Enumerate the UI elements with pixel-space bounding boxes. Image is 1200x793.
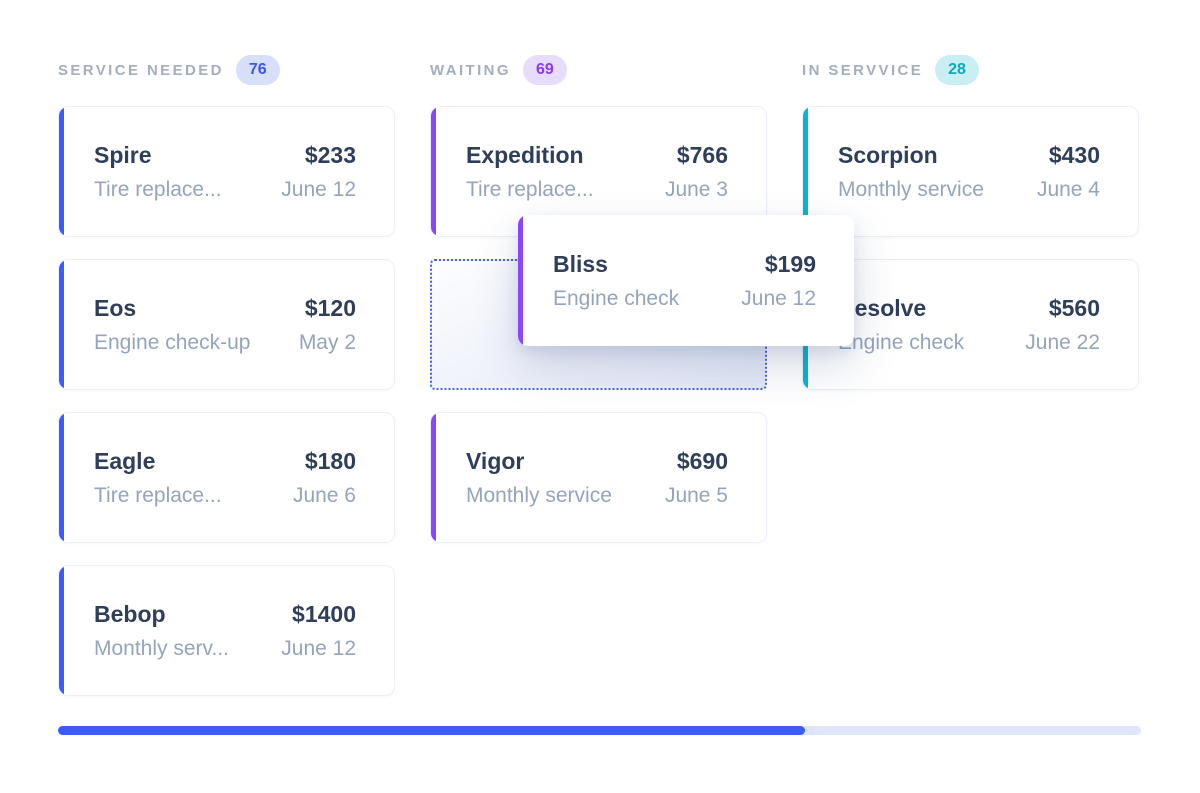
card-sub-row: Engine check June 22 [838, 331, 1100, 355]
card-scorpion[interactable]: Scorpion $430 Monthly service June 4 [802, 106, 1139, 237]
card-accent-stripe [59, 566, 64, 695]
card-sub-row: Tire replace... June 12 [94, 178, 356, 202]
column-header-waiting: WAITING 69 [430, 54, 767, 86]
card-accent-stripe [431, 107, 436, 236]
card-resolve[interactable]: Resolve $560 Engine check June 22 [802, 259, 1139, 390]
dragged-card-bliss[interactable]: Bliss $199 Engine check June 12 [518, 215, 854, 346]
card-title: Vigor [466, 447, 525, 474]
card-sub-row: Tire replace... June 6 [94, 484, 356, 508]
horizontal-scrollbar[interactable] [58, 726, 1141, 735]
card-sub-row: Monthly service June 4 [838, 178, 1100, 202]
card-date: June 6 [292, 483, 356, 507]
card-body: Eos $120 Engine check-up May 2 [59, 260, 394, 389]
card-title: Bliss [553, 250, 608, 277]
card-service: Tire replace... [94, 483, 222, 507]
card-date: June 12 [281, 177, 356, 201]
card-vigor[interactable]: Vigor $690 Monthly service June 5 [430, 412, 767, 543]
column-in-service: IN SERVVICE 28 Scorpion $430 Monthly ser… [802, 54, 1139, 412]
card-price: $766 [676, 141, 728, 168]
card-accent-stripe [803, 107, 808, 236]
card-title-row: Vigor $690 [466, 448, 728, 475]
count-badge: 28 [935, 55, 979, 85]
card-bebop[interactable]: Bebop $1400 Monthly serv... June 12 [58, 565, 395, 696]
card-service: Monthly service [466, 483, 612, 507]
card-title-row: Spire $233 [94, 142, 356, 169]
column-title: IN SERVVICE [802, 61, 924, 79]
card-title-row: Scorpion $430 [838, 142, 1100, 169]
card-body: Bebop $1400 Monthly serv... June 12 [59, 566, 394, 695]
card-title: Eagle [94, 447, 156, 474]
card-price: $430 [1048, 141, 1100, 168]
card-body: Expedition $766 Tire replace... June 3 [431, 107, 766, 236]
card-accent-stripe [431, 413, 436, 542]
card-date: June 3 [664, 177, 728, 201]
card-service: Engine check [553, 286, 680, 310]
card-title: Expedition [466, 141, 584, 168]
card-service: Engine check [838, 330, 965, 354]
column-service-needed: SERVICE NEEDED 76 Spire $233 Tire replac… [58, 54, 395, 718]
card-service: Monthly serv... [94, 636, 229, 660]
card-date: May 2 [298, 330, 356, 354]
card-price: $690 [676, 447, 728, 474]
card-service: Tire replace... [94, 177, 222, 201]
card-accent-stripe [518, 215, 523, 346]
card-spire[interactable]: Spire $233 Tire replace... June 12 [58, 106, 395, 237]
card-sub-row: Monthly serv... June 12 [94, 637, 356, 661]
card-date: June 12 [281, 636, 356, 660]
card-date: June 12 [741, 286, 816, 310]
card-title-row: Eagle $180 [94, 448, 356, 475]
card-title: Bebop [94, 600, 166, 627]
card-title: Eos [94, 294, 137, 321]
card-title: Scorpion [838, 141, 938, 168]
column-header-in-service: IN SERVVICE 28 [802, 54, 1139, 86]
card-service: Engine check-up [94, 330, 251, 354]
column-title: WAITING [430, 61, 511, 79]
count-badge: 76 [235, 55, 280, 85]
card-eos[interactable]: Eos $120 Engine check-up May 2 [58, 259, 395, 390]
card-title-row: Expedition $766 [466, 142, 728, 169]
card-title-row: Resolve $560 [838, 295, 1100, 322]
card-body: Spire $233 Tire replace... June 12 [59, 107, 394, 236]
card-price: $180 [304, 447, 356, 474]
card-date: June 22 [1025, 330, 1100, 354]
card-price: $560 [1048, 294, 1100, 321]
card-title: Spire [94, 141, 152, 168]
card-body: Scorpion $430 Monthly service June 4 [803, 107, 1138, 236]
card-accent-stripe [59, 260, 64, 389]
card-date: June 4 [1036, 177, 1100, 201]
progress-fill[interactable] [58, 726, 806, 735]
card-service: Tire replace... [466, 177, 594, 201]
column-header-service-needed: SERVICE NEEDED 76 [58, 54, 395, 86]
card-sub-row: Engine check June 12 [553, 287, 816, 311]
card-body: Bliss $199 Engine check June 12 [518, 215, 854, 346]
column-title: SERVICE NEEDED [58, 61, 224, 79]
card-accent-stripe [59, 107, 64, 236]
card-body: Vigor $690 Monthly service June 5 [431, 413, 766, 542]
card-body: Eagle $180 Tire replace... June 6 [59, 413, 394, 542]
card-title-row: Bebop $1400 [94, 601, 356, 628]
card-accent-stripe [59, 413, 64, 542]
card-price: $1400 [292, 600, 356, 627]
card-service: Monthly service [838, 177, 984, 201]
card-title-row: Eos $120 [94, 295, 356, 322]
card-eagle[interactable]: Eagle $180 Tire replace... June 6 [58, 412, 395, 543]
card-sub-row: Monthly service June 5 [466, 484, 728, 508]
count-badge: 69 [522, 55, 567, 85]
card-sub-row: Tire replace... June 3 [466, 178, 728, 202]
card-sub-row: Engine check-up May 2 [94, 331, 356, 355]
card-date: June 5 [664, 483, 728, 507]
card-price: $233 [304, 141, 356, 168]
card-price: $120 [304, 294, 356, 321]
card-price: $199 [764, 250, 816, 277]
card-title-row: Bliss $199 [553, 251, 816, 278]
